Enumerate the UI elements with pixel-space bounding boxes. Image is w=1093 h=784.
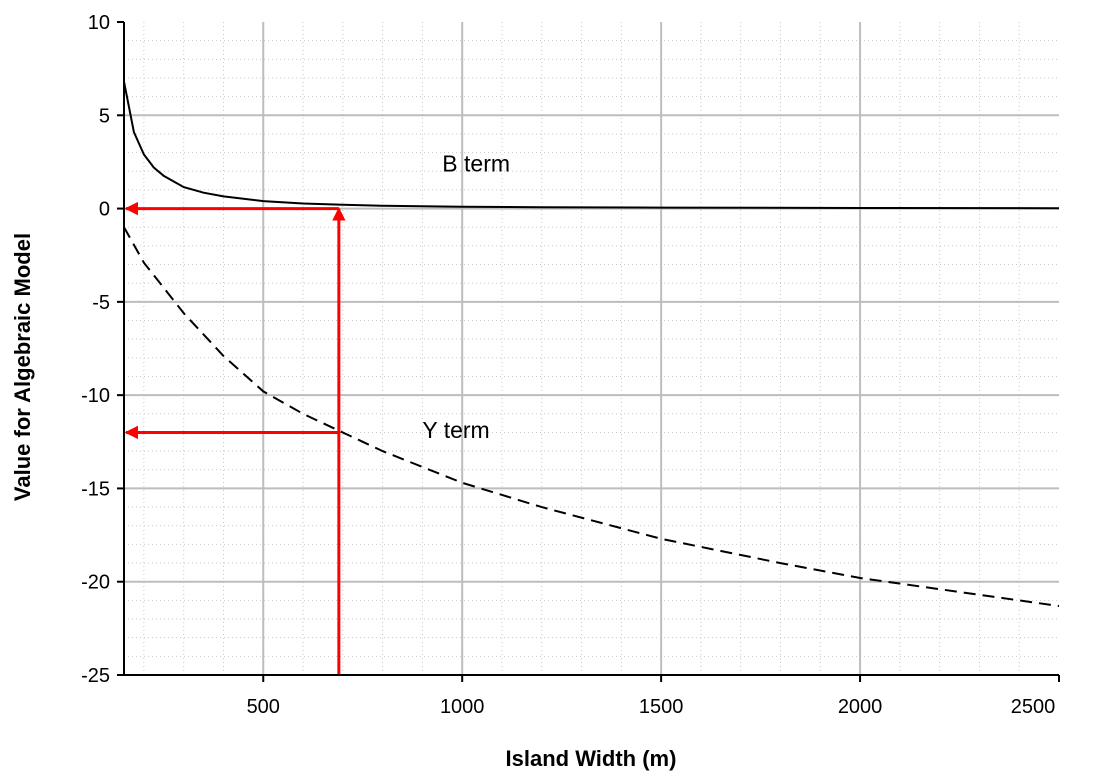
- axes: [117, 21, 1060, 682]
- series-label-y-term: Y term: [422, 417, 489, 443]
- plot-area: [124, 22, 1059, 675]
- series-label-b-term: B term: [442, 150, 510, 176]
- y-tick-label: -25: [81, 665, 110, 687]
- y-tick-label: -20: [81, 572, 110, 594]
- y-tick-label: 10: [88, 12, 110, 34]
- x-tick-labels: 500 1000 1500 2000 2500: [247, 696, 1056, 718]
- series-layer: [123, 81, 1060, 607]
- series-line-y-term: [123, 226, 1060, 607]
- y-tick-label: -15: [81, 478, 110, 500]
- y-tick-label: 5: [99, 105, 110, 127]
- y-tick-label: -5: [92, 292, 110, 314]
- plot-background: [124, 22, 1059, 675]
- y-tick-label: -10: [81, 385, 110, 407]
- minor-gridlines: [124, 22, 1059, 675]
- y-tick-label: 0: [99, 199, 110, 221]
- x-tick-label: 1500: [639, 696, 684, 718]
- y-tick-labels: 10 5 0 -5 -10 -15 -20 -25: [81, 12, 110, 687]
- x-axis-title: Island Width (m): [506, 746, 677, 771]
- annotation-layer: B term Y term: [124, 150, 510, 675]
- x-tick-label: 500: [247, 696, 280, 718]
- x-tick-label: 2500: [1011, 696, 1056, 718]
- series-line-b-term: [123, 81, 1060, 210]
- x-tick-label: 2000: [838, 696, 883, 718]
- y-axis-title: Value for Algebraic Model: [10, 233, 35, 501]
- x-tick-label: 1000: [440, 696, 485, 718]
